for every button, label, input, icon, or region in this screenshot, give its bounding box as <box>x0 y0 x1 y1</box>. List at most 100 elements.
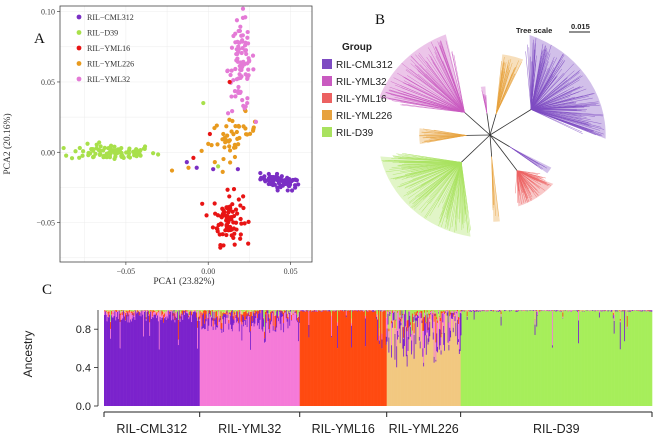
ancestry-bar-minor <box>276 310 278 311</box>
ancestry-bar-major <box>151 316 154 406</box>
ancestry-bar-minor <box>211 310 214 312</box>
ancestry-bar-minor <box>164 313 166 317</box>
ancestry-bar-minor <box>111 310 113 318</box>
pca-point <box>224 227 229 232</box>
ancestry-bar-major <box>327 311 329 406</box>
ancestry-bar-minor <box>302 310 304 312</box>
tree-leaf-branch <box>515 170 518 194</box>
ancestry-bar-minor <box>194 310 196 311</box>
ancestry-bar-minor <box>134 311 136 320</box>
ancestry-bar-major <box>295 312 297 406</box>
pca-point <box>124 150 129 155</box>
ancestry-bar-major <box>110 338 112 406</box>
ancestry-bar-minor <box>500 314 502 317</box>
ancestry-bar-minor <box>199 310 201 311</box>
tree-leaf-branch <box>530 109 600 137</box>
ancestry-bar-minor <box>396 310 398 330</box>
ancestry-bar-major <box>189 317 191 406</box>
ancestry-bar-minor <box>105 310 107 311</box>
pca-point <box>239 50 244 56</box>
ancestry-bar-major <box>555 311 557 406</box>
tree-leaf-branch <box>397 89 465 113</box>
tree-leaf-branch <box>453 54 465 113</box>
pca-legend-marker <box>76 30 82 35</box>
ancestry-bar-minor <box>619 320 621 323</box>
pca-point <box>109 147 114 153</box>
ancestry-bar-minor <box>110 320 112 323</box>
ancestry-bar-minor <box>190 311 193 316</box>
ancestry-bar-major <box>447 342 449 406</box>
ancestry-bar-major <box>309 310 311 406</box>
ancestry-bar-minor <box>264 311 267 312</box>
ancestry-bar-major <box>131 318 134 406</box>
ancestry-bar-major <box>291 310 294 406</box>
ancestry-bar-minor <box>129 312 131 323</box>
ancestry-bar-minor <box>408 310 410 311</box>
ancestry-bar-minor <box>646 310 648 311</box>
ancestry-bar-minor <box>274 330 276 332</box>
tree-leaf-branch <box>509 146 543 169</box>
ancestry-bar-major <box>520 310 522 406</box>
ancestry-bar-minor <box>157 312 160 322</box>
ancestry-bar-major <box>300 310 302 406</box>
ancestry-bar-major <box>210 316 212 406</box>
tree-leaf-branch <box>516 170 540 188</box>
ancestry-bar-major <box>396 367 398 406</box>
ancestry-bar-minor <box>116 312 118 317</box>
ancestry-bar-major <box>515 311 517 406</box>
ancestry-bar-minor <box>571 310 573 312</box>
ancestry-bar-minor <box>249 316 251 333</box>
ancestry-bar-major <box>545 310 548 406</box>
ancestry-bar-major <box>411 350 414 406</box>
phylogenetic-tree: B GroupRIL-CML312RIL-YML32RIL-YML16RIL-Y… <box>322 12 606 237</box>
pca-point <box>245 41 251 46</box>
ancestry-bar-minor <box>179 315 181 319</box>
ancestry-bar-minor <box>219 317 221 321</box>
ancestry-bar-major <box>410 336 412 406</box>
ancestry-bar-major <box>239 310 241 406</box>
ancestry-bar-minor <box>170 310 172 312</box>
pca-point <box>77 145 82 151</box>
ancestry-bar-major <box>413 358 415 406</box>
ancestry-bar-minor <box>308 311 310 325</box>
ancestry-bar-minor <box>197 310 200 318</box>
tree-leaf-branch <box>530 71 580 110</box>
ancestry-bar-major <box>132 313 134 406</box>
pca-point <box>236 197 241 202</box>
tree-leaf-branch <box>427 135 467 143</box>
ancestry-bar-minor <box>272 311 274 326</box>
ancestry-bar-minor <box>149 313 151 315</box>
ancestry-bar-minor <box>343 310 345 311</box>
ancestry-bar-minor <box>258 310 261 330</box>
ancestry-bar-minor <box>424 310 426 313</box>
ancestry-bar-minor <box>484 310 487 312</box>
ancestry-bar-minor <box>420 313 422 319</box>
tree-leaf-branch <box>461 162 464 229</box>
tree-leaf-branch <box>432 62 465 113</box>
ancestry-bar-minor <box>189 311 191 316</box>
pca-point <box>69 156 75 161</box>
ancestry-bar-major <box>321 311 323 406</box>
ancestry-bar-major <box>578 343 580 406</box>
ancestry-bar-minor <box>187 311 189 314</box>
ancestry-bar-minor <box>157 310 159 312</box>
ancestry-bar-minor <box>648 310 650 311</box>
ancestry-bar-minor <box>458 339 460 343</box>
ancestry-bar-major <box>606 310 608 406</box>
ancestry-bar-minor <box>217 315 219 317</box>
ancestry-bar-minor <box>364 315 367 319</box>
ancestry-bar-minor <box>416 315 418 318</box>
ancestry-bar-minor <box>345 310 347 316</box>
ancestry-bar-major <box>605 311 608 406</box>
ancestry-bar-minor <box>280 312 282 331</box>
ancestry-bar-minor <box>382 310 384 312</box>
ancestry-bar-major <box>592 310 595 406</box>
tree-leaf-branch <box>445 162 462 218</box>
ancestry-bar-minor <box>449 327 451 342</box>
ancestry-bar-minor <box>534 319 536 325</box>
ancestry-bar-minor <box>107 310 109 313</box>
ancestry-bar-minor <box>132 310 134 312</box>
ancestry-bar-major <box>429 336 431 406</box>
pca-point <box>245 96 250 101</box>
pca-point <box>240 38 245 43</box>
